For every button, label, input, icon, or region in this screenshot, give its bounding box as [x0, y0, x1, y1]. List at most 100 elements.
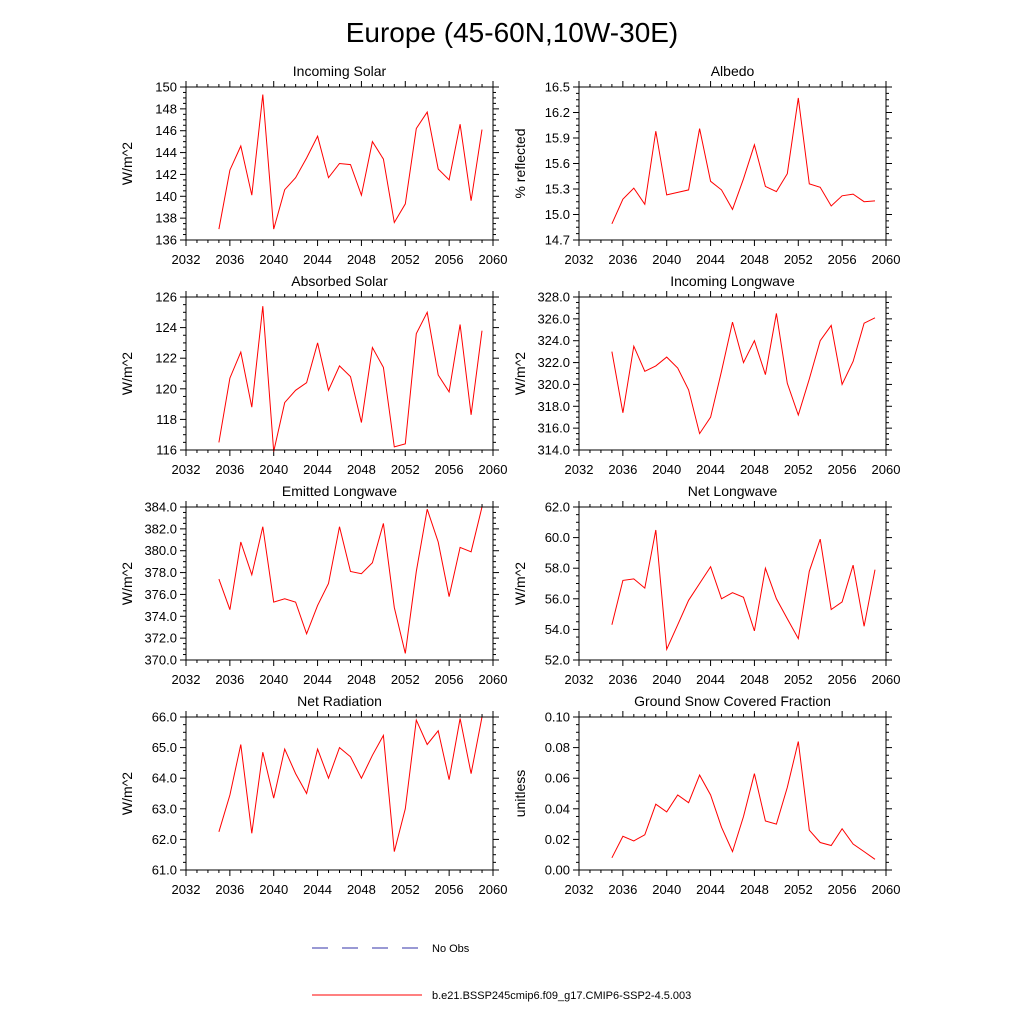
y-tick-label: 136 [155, 233, 177, 248]
y-tick-label: 138 [155, 211, 177, 226]
plot-frame [185, 296, 494, 451]
y-tick-label: 326.0 [537, 311, 570, 326]
x-tick-label: 2048 [740, 462, 769, 477]
series-line [611, 529, 876, 652]
series-line [218, 306, 483, 452]
x-tick-label: 2048 [347, 672, 376, 687]
y-axis-label: W/m^2 [119, 562, 135, 605]
y-tick-label: 148 [155, 101, 177, 116]
y-tick-label: 62.0 [545, 500, 570, 515]
x-tick-label: 2052 [391, 882, 420, 897]
panel-absorbed-solar: Absorbed Solar W/m^2 116 118 120 122 124 126 203… [119, 273, 507, 477]
x-tick-label: 2044 [303, 672, 332, 687]
y-tick-label: 320.0 [537, 377, 570, 392]
x-tick-label: 2060 [479, 252, 508, 267]
x-tick-label: 2044 [303, 462, 332, 477]
x-tick-label: 2048 [347, 882, 376, 897]
x-tick-label: 2048 [740, 252, 769, 267]
series-line [611, 97, 876, 225]
y-tick-label: 150 [155, 80, 177, 95]
x-tick-label: 2040 [259, 462, 288, 477]
x-tick-label: 2040 [652, 882, 681, 897]
y-tick-label: 370.0 [144, 653, 177, 668]
x-tick-label: 2044 [696, 462, 725, 477]
y-axis-label: W/m^2 [512, 352, 528, 395]
legend-obs-label: No Obs [432, 943, 470, 955]
x-tick-label: 2060 [479, 882, 508, 897]
y-axis-label: W/m^2 [119, 142, 135, 185]
x-tick-label: 2056 [435, 882, 464, 897]
x-tick-label: 2036 [215, 252, 244, 267]
x-tick-label: 2060 [479, 462, 508, 477]
y-axis-label: W/m^2 [119, 352, 135, 395]
main-title: Europe (45-60N,10W-30E) [346, 17, 679, 48]
x-tick-label: 2044 [303, 882, 332, 897]
y-tick-label: 318.0 [537, 399, 570, 414]
y-tick-label: 15.3 [545, 182, 570, 197]
x-tick-label: 2060 [872, 252, 901, 267]
series-line [218, 506, 483, 654]
x-tick-label: 2052 [784, 252, 813, 267]
x-tick-label: 2032 [172, 672, 201, 687]
panel-title: Emitted Longwave [282, 483, 397, 499]
plot-frame [185, 506, 494, 661]
x-tick-label: 2032 [172, 252, 201, 267]
y-tick-label: 126 [155, 290, 177, 305]
panel-title: Albedo [711, 63, 755, 79]
y-tick-label: 60.0 [545, 530, 570, 545]
x-tick-label: 2052 [784, 672, 813, 687]
x-tick-label: 2036 [608, 672, 637, 687]
x-tick-label: 2040 [259, 252, 288, 267]
y-tick-label: 65.0 [152, 740, 177, 755]
y-tick-label: 14.7 [545, 233, 570, 248]
x-tick-label: 2044 [696, 252, 725, 267]
y-tick-label: 120 [155, 381, 177, 396]
panel-incoming-solar: Incoming Solar W/m^2 136 138 140 142 144 146 148… [119, 63, 507, 267]
panel-emitted-longwave: Emitted Longwave W/m^2 370.0 372.0 374.0 376.… [119, 483, 507, 687]
plot-frame [578, 506, 887, 661]
x-tick-label: 2056 [828, 672, 857, 687]
x-tick-label: 2052 [391, 252, 420, 267]
y-tick-label: 384.0 [144, 500, 177, 515]
plot-frame [578, 86, 887, 241]
x-tick-label: 2060 [872, 672, 901, 687]
x-tick-label: 2032 [565, 672, 594, 687]
y-tick-label: 52.0 [545, 653, 570, 668]
panel-ground-snow-covered-fraction: Ground Snow Covered Fraction unitless 0.00… [512, 693, 900, 897]
y-tick-label: 322.0 [537, 355, 570, 370]
y-tick-label: 15.0 [545, 207, 570, 222]
y-tick-label: 16.2 [545, 105, 570, 120]
y-tick-label: 16.5 [545, 80, 570, 95]
legend: No Obs b.e21.BSSP245cmip6.f09_g17.CMIP6-… [312, 943, 691, 1002]
x-tick-label: 2052 [391, 462, 420, 477]
y-tick-label: 54.0 [545, 622, 570, 637]
x-tick-label: 2032 [565, 882, 594, 897]
panel-net-radiation: Net Radiation W/m^2 61.0 62.0 63.0 64.0 65.0 66… [119, 693, 507, 897]
x-tick-label: 2048 [347, 462, 376, 477]
y-tick-label: 58.0 [545, 561, 570, 576]
y-tick-label: 124 [155, 320, 177, 335]
plot-frame [185, 86, 494, 241]
y-axis-label: unitless [512, 770, 528, 817]
y-axis-label: W/m^2 [119, 772, 135, 815]
y-tick-label: 0.04 [545, 801, 570, 816]
y-tick-label: 142 [155, 167, 177, 182]
x-tick-label: 2036 [608, 252, 637, 267]
x-tick-label: 2052 [784, 882, 813, 897]
x-tick-label: 2056 [435, 462, 464, 477]
y-tick-label: 144 [155, 145, 177, 160]
x-tick-label: 2040 [259, 672, 288, 687]
x-tick-label: 2048 [740, 882, 769, 897]
series-line [611, 313, 876, 435]
x-tick-label: 2044 [303, 252, 332, 267]
x-tick-label: 2048 [740, 672, 769, 687]
y-tick-label: 15.6 [545, 156, 570, 171]
x-tick-label: 2036 [215, 462, 244, 477]
x-tick-label: 2032 [565, 462, 594, 477]
panel-albedo: Albedo % reflected 14.7 15.0 15.3 15.6 15.9 16.… [512, 63, 900, 267]
y-tick-label: 116 [156, 443, 177, 458]
y-tick-label: 0.00 [545, 863, 570, 878]
y-tick-label: 378.0 [144, 565, 177, 580]
y-tick-label: 62.0 [152, 832, 177, 847]
